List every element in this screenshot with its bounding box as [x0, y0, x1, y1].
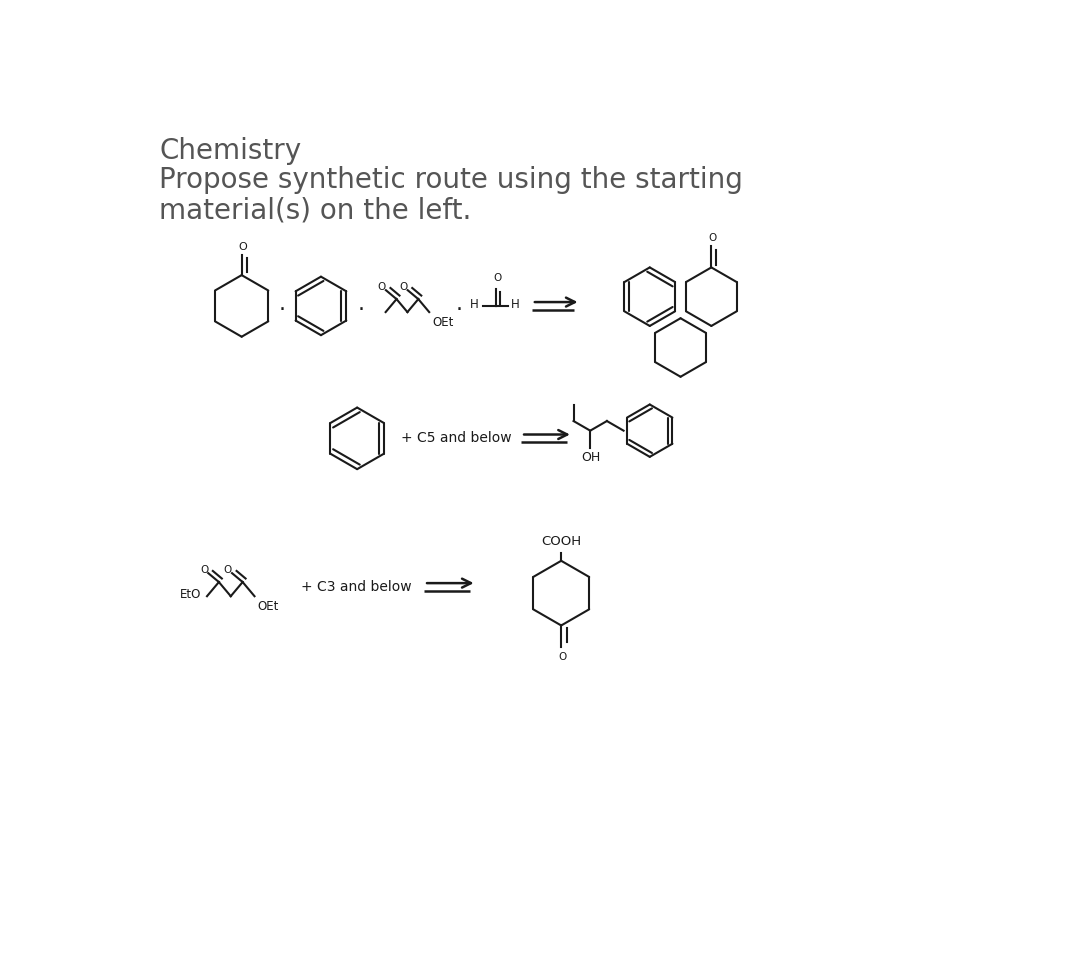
Text: ·: · — [357, 300, 365, 320]
Text: ·: · — [279, 300, 286, 320]
Text: OH: OH — [581, 450, 600, 464]
Text: O: O — [378, 282, 386, 292]
Text: EtO: EtO — [180, 588, 202, 602]
Text: O: O — [200, 564, 208, 575]
Text: ·: · — [456, 300, 462, 320]
Text: Chemistry: Chemistry — [159, 137, 301, 165]
Text: + C5 and below: + C5 and below — [401, 431, 512, 445]
Text: O: O — [224, 564, 232, 575]
Text: OEt: OEt — [432, 316, 454, 329]
Text: Propose synthetic route using the starting: Propose synthetic route using the starti… — [159, 166, 743, 194]
Text: O: O — [708, 233, 717, 242]
Text: H: H — [470, 298, 478, 311]
Text: O: O — [239, 242, 247, 252]
Text: + C3 and below: + C3 and below — [301, 580, 411, 594]
Text: COOH: COOH — [541, 536, 581, 549]
Text: H: H — [511, 298, 519, 311]
Text: O: O — [400, 282, 407, 292]
Text: O: O — [494, 273, 501, 283]
Text: material(s) on the left.: material(s) on the left. — [159, 196, 472, 224]
Text: O: O — [558, 651, 567, 662]
Text: OEt: OEt — [258, 600, 279, 613]
